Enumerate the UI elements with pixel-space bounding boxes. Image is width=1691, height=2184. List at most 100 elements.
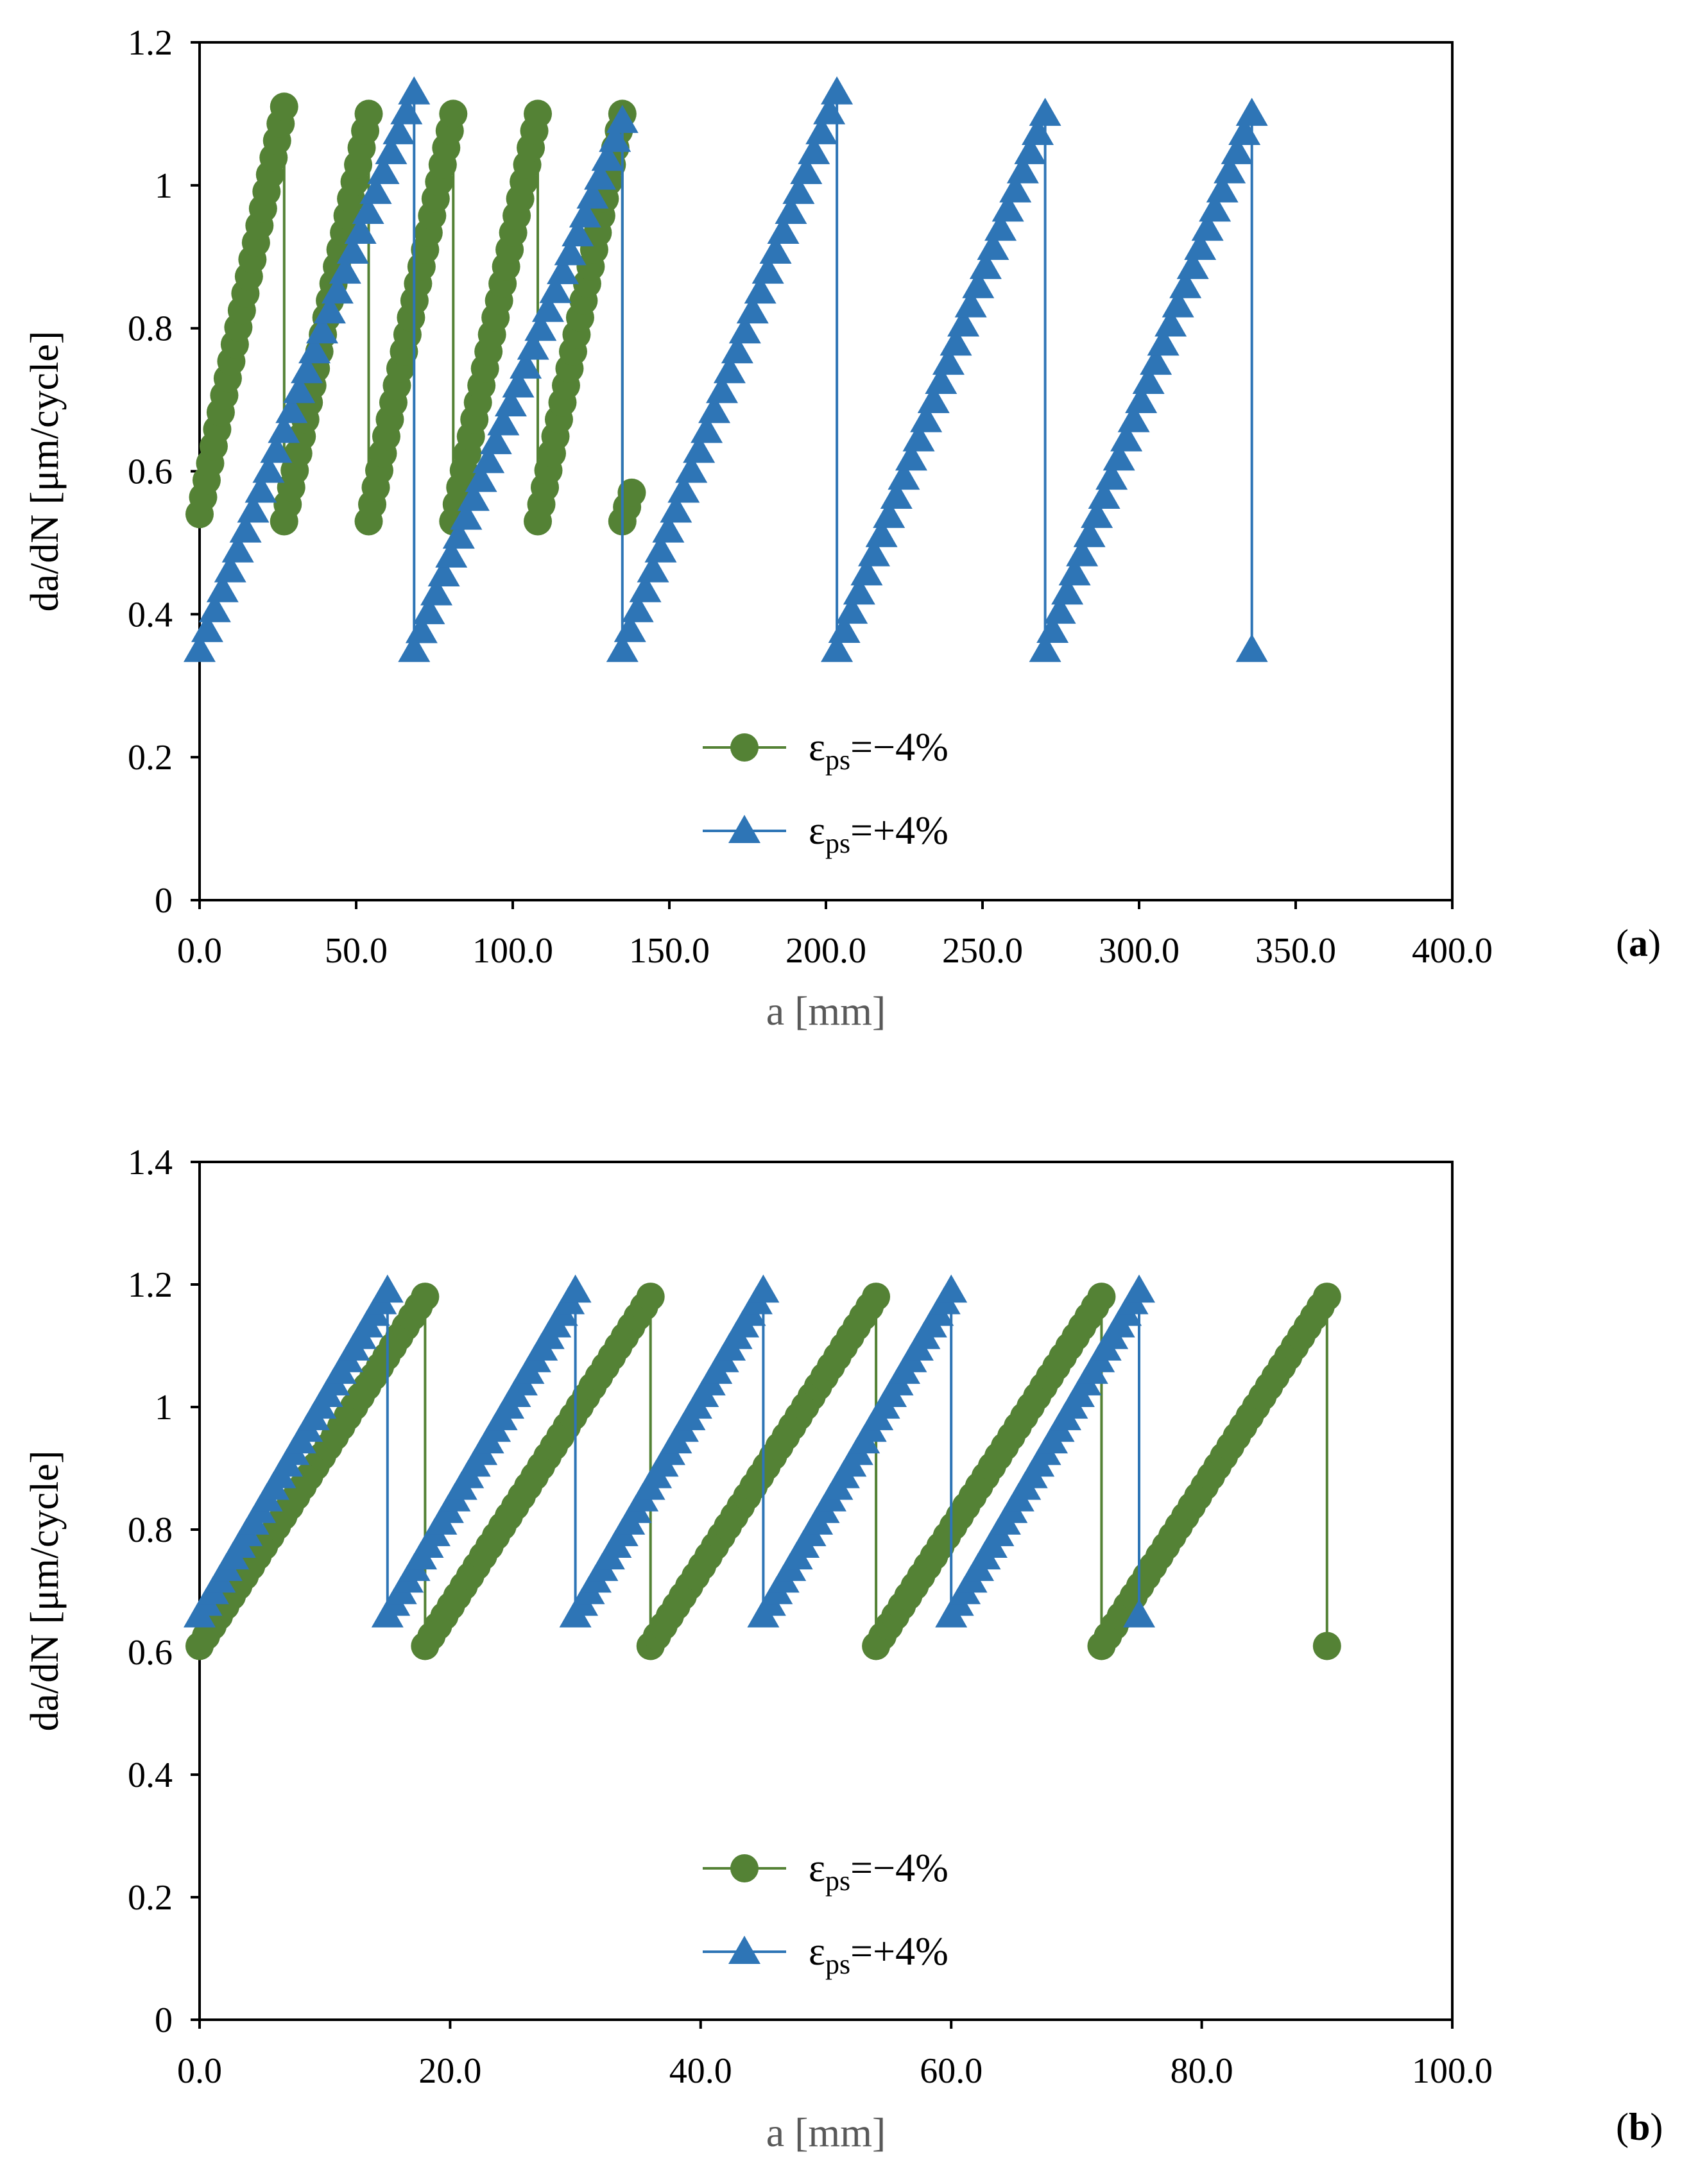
- data-point: [371, 1274, 404, 1303]
- x-tick-label: 0.0: [177, 931, 222, 971]
- y-tick-label: 0: [155, 881, 173, 921]
- data-point: [935, 1274, 968, 1303]
- data-point: [1221, 136, 1253, 164]
- legend-value: =+4%: [850, 1930, 949, 1974]
- data-point: [873, 500, 906, 528]
- x-tick-label: 20.0: [418, 2051, 481, 2091]
- data-point: [1214, 155, 1246, 183]
- data-point: [606, 634, 639, 662]
- data-point: [439, 99, 468, 128]
- data-point: [313, 295, 346, 324]
- data-point: [510, 350, 542, 379]
- data-point: [559, 1274, 592, 1303]
- data-point: [836, 595, 868, 624]
- series-plus-4pct: [184, 1274, 1155, 1628]
- data-point: [1006, 155, 1039, 183]
- data-point: [984, 212, 1017, 241]
- data-point: [191, 614, 223, 642]
- data-point: [782, 176, 815, 204]
- panel-letter: b: [1629, 2106, 1650, 2148]
- data-point: [940, 327, 972, 356]
- data-point: [728, 315, 761, 344]
- data-point: [450, 501, 483, 530]
- data-point: [539, 275, 572, 303]
- data-point: [321, 275, 354, 304]
- data-point: [298, 335, 331, 364]
- data-point: [759, 235, 792, 264]
- data-point: [954, 289, 987, 318]
- data-point: [562, 218, 594, 246]
- data-point: [390, 96, 423, 124]
- data-point: [344, 216, 377, 244]
- data-point: [636, 1283, 665, 1311]
- data-point: [260, 434, 293, 463]
- series-minus-4pct: [185, 1283, 1341, 1660]
- data-point: [354, 99, 383, 128]
- panel-paren: ): [1648, 922, 1661, 964]
- data-point: [1162, 289, 1194, 318]
- data-point: [706, 375, 739, 404]
- data-point: [576, 180, 609, 209]
- data-point: [629, 574, 662, 602]
- x-axis-title: a [mm]: [766, 2110, 886, 2155]
- data-point: [268, 414, 300, 443]
- data-point: [1123, 1274, 1155, 1303]
- data-point: [517, 331, 549, 360]
- data-point: [206, 574, 239, 602]
- data-point: [888, 461, 920, 490]
- data-point: [902, 423, 935, 452]
- data-point: [637, 554, 669, 583]
- data-point: [1312, 1283, 1341, 1311]
- data-point: [858, 538, 891, 567]
- data-point: [1029, 98, 1061, 126]
- legend-value: =−4%: [850, 726, 949, 769]
- data-point: [1228, 117, 1261, 146]
- data-point: [747, 1274, 780, 1303]
- data-point: [798, 136, 830, 164]
- data-point: [865, 518, 898, 547]
- data-point: [275, 395, 308, 423]
- y-tick-label: 0.2: [128, 738, 173, 778]
- data-point: [721, 335, 753, 364]
- data-point: [214, 554, 246, 583]
- legend-subscript: ps: [825, 1865, 850, 1897]
- data-point: [614, 614, 646, 642]
- data-point: [494, 388, 527, 416]
- x-tick-label: 80.0: [1171, 2051, 1233, 2091]
- y-tick-label: 0.4: [128, 595, 173, 635]
- legend-marker: [730, 733, 759, 762]
- data-point: [398, 634, 431, 662]
- data-point: [1191, 212, 1224, 241]
- data-point: [969, 251, 1002, 279]
- data-point: [821, 76, 854, 105]
- data-point: [375, 136, 408, 164]
- data-point: [698, 395, 731, 423]
- x-tick-label: 0.0: [177, 2051, 222, 2091]
- legend-label: εps=+4%: [809, 809, 949, 859]
- data-point: [524, 99, 553, 128]
- x-tick-label: 250.0: [942, 931, 1023, 971]
- data-point: [932, 346, 965, 375]
- data-point: [306, 315, 339, 344]
- data-point: [229, 514, 262, 543]
- data-point: [465, 464, 497, 492]
- data-point: [411, 1283, 440, 1311]
- data-point: [606, 105, 639, 133]
- data-point: [1043, 595, 1076, 624]
- data-point: [850, 557, 883, 586]
- data-point: [1036, 615, 1069, 643]
- data-point: [569, 199, 601, 228]
- data-point: [198, 593, 231, 622]
- data-point: [221, 534, 254, 563]
- legend-symbol: ε: [809, 809, 825, 853]
- data-point: [184, 634, 216, 662]
- data-point: [744, 275, 777, 304]
- data-point: [1312, 1632, 1341, 1660]
- chart-panel-a: 0 0.2 0.4 0.6 0.8 1 1.2 0.0 50.0 100.0 150.0 200.0 2…: [23, 23, 1661, 1034]
- data-point: [843, 576, 875, 605]
- legend-label: εps=−4%: [809, 726, 949, 776]
- data-point: [895, 442, 927, 471]
- data-point: [999, 174, 1032, 203]
- data-point: [962, 270, 995, 298]
- panel-paren: (: [1616, 2106, 1629, 2148]
